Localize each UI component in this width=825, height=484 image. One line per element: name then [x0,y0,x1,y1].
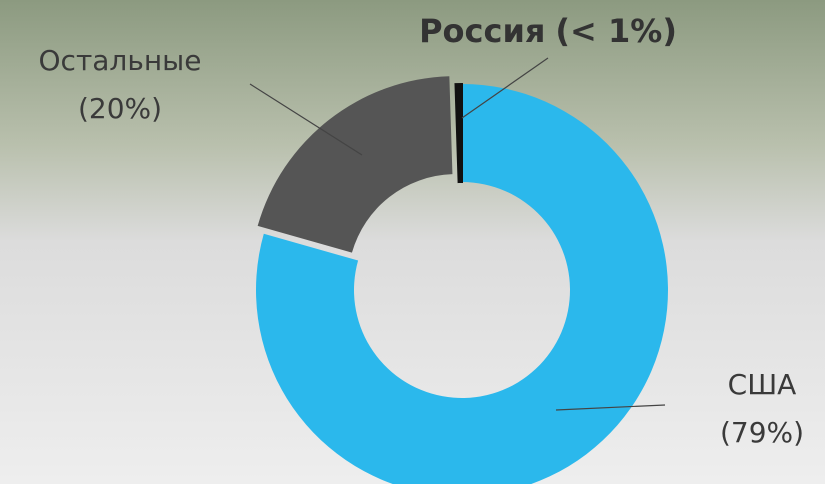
slice-value-label: (20%) [78,92,162,125]
slice-label: Остальные [39,44,202,77]
page: Остальные (20%) Россия (< 1%) США (79%) [0,0,825,484]
slice-value-label: (79%) [720,416,804,449]
chart: Остальные (20%) Россия (< 1%) США (79%) [0,0,825,484]
slice-label: США [728,368,797,401]
slice-value-label: (< 1%) [555,12,677,50]
slice-name: Россия [419,12,545,50]
